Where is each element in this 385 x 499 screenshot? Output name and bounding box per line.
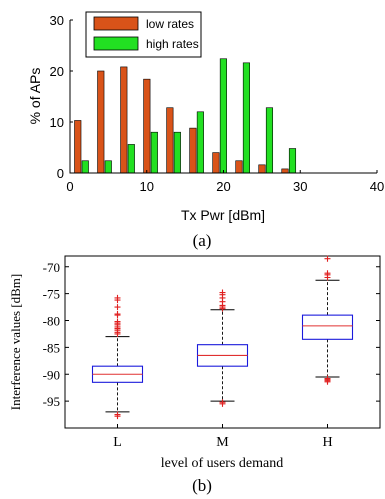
legend-label-high-rates: high rates [146,37,199,51]
bar-high-8 [265,107,274,174]
axes-b: L M H -70 -75 -80 -85 -90 -95 [43,260,380,450]
x-tick-label-a-1: 10 [140,179,154,194]
boxes-b [91,255,354,420]
outlier-L-11 [114,311,121,318]
outlier-H-7 [324,255,331,262]
bar-low-0 [74,120,82,174]
bar-high-2 [127,144,135,174]
bar-high-7 [242,62,250,174]
bar-low-2 [120,66,128,174]
y-tick-label-b-4: -90 [43,367,60,382]
x-tick-label-a-0: 0 [66,179,73,194]
outlier-H-3 [324,378,331,385]
box-chart-panel-b: L M H -70 -75 -80 -85 -90 -95 level of users dem… [8,255,381,495]
bar-high-4 [173,131,181,174]
box-M [196,289,249,407]
panel-label-a: (a) [193,231,212,250]
x-tick-label-b-1: M [216,435,229,450]
outlier-M-1 [219,400,226,407]
y-tick-label-b-2: -80 [43,314,60,329]
x-tick-label-b-0: L [113,435,122,450]
outlier-L-14 [114,294,121,301]
bar-high-6 [219,58,227,174]
bar-high-3 [150,131,158,174]
x-tick-label-b-2: H [322,435,332,450]
bar-low-6 [212,152,220,174]
y-axis-label-b: Interference values [dBm] [8,274,23,410]
axes-a: 0 10 20 30 40 0 10 20 30 [50,13,385,194]
bar-low-3 [143,78,151,174]
x-tick-label-a-4: 40 [370,179,384,194]
bar-low-4 [166,107,174,174]
bar-low-7 [235,160,243,174]
bar-low-1 [97,70,105,174]
bar-low-9 [281,168,289,174]
bar-low-5 [189,127,197,174]
y-tick-label-b-1: -75 [43,287,60,302]
y-tick-label-b-5: -95 [43,394,60,409]
bar-high-0 [81,160,89,174]
bar-high-9 [288,148,297,174]
legend-swatch-low-rates [93,16,139,31]
outlier-H-6 [324,270,331,277]
legend-a: low rates high rates [85,11,202,58]
box-body-H [301,314,354,340]
legend-label-low-rates: low rates [146,17,194,31]
y-axis-label-a: % of APs [27,68,43,125]
y-tick-label-a-2: 20 [50,64,64,79]
outlier-L-1 [114,413,121,420]
box-L [91,294,144,420]
x-tick-label-a-2: 20 [216,179,230,194]
bar-low-8 [258,164,266,174]
box-H [301,255,354,385]
y-tick-label-a-1: 10 [50,115,64,130]
x-tick-label-a-3: 30 [293,179,307,194]
y-tick-label-b-3: -85 [43,340,60,355]
legend-swatch-high-rates [93,36,139,51]
y-tick-label-b-0: -70 [43,260,60,275]
bar-high-5 [196,111,204,174]
panel-label-b: (b) [192,476,212,495]
x-axis-label-b: level of users demand [161,456,283,471]
bar-high-1 [104,160,112,174]
x-axis-label-a: Tx Pwr [dBm] [181,207,265,223]
outlier-L-12 [114,304,121,311]
y-tick-label-a-0: 0 [57,166,64,181]
outlier-L-9 [114,318,121,325]
y-tick-label-a-3: 30 [50,13,64,28]
bar-chart-panel-a: 0 10 20 30 40 0 10 20 30 low rates high rates Tx… [27,11,385,250]
outlier-M-8 [219,289,226,296]
